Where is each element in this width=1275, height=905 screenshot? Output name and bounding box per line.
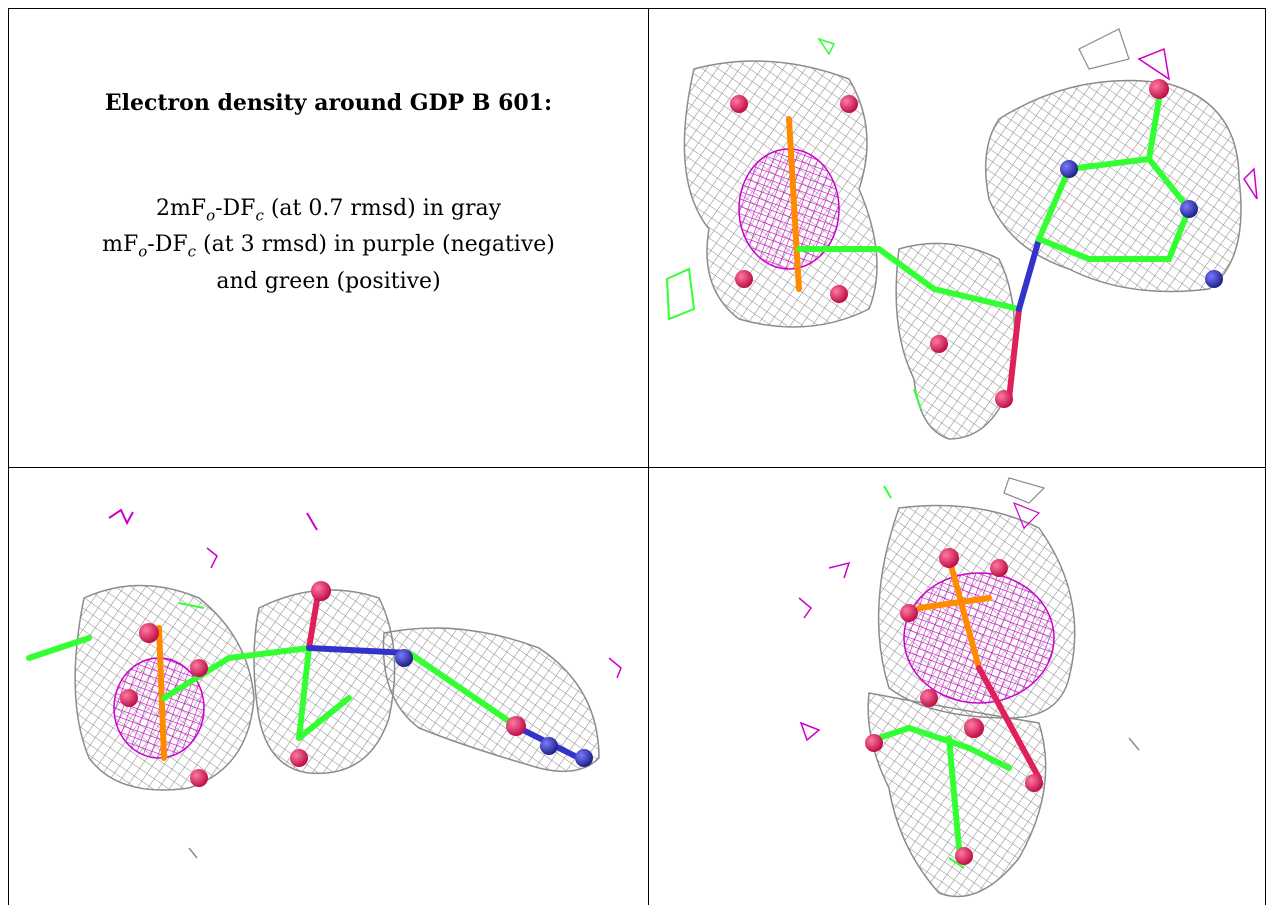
caption-title: Electron density around GDP B 601:: [104, 90, 553, 116]
positive-density-blob: [665, 267, 696, 321]
mesh-ribose-region: [895, 242, 1016, 440]
mesh-ribose-region: [253, 589, 396, 775]
table-middle-divider: [648, 8, 649, 905]
atoms: [730, 79, 1223, 408]
caption-line-fofc: mFo-DFc (at 3 rmsd) in purple (negative): [102, 232, 555, 261]
atoms: [865, 548, 1043, 865]
density-view-3: [649, 468, 1265, 905]
density-view-1: [649, 9, 1265, 467]
density-view-2: [9, 468, 648, 905]
caption-line-2fofc: 2mFo-DFc (at 0.7 rmsd) in gray: [155, 196, 502, 225]
table-left-border: [8, 8, 9, 905]
table-right-border: [1265, 8, 1266, 905]
caption-line-colors: and green (positive): [216, 268, 441, 294]
atoms: [120, 581, 593, 787]
caption-cell: Electron density around GDP B 601: 2mFo-…: [9, 90, 648, 297]
table-top-border: [8, 8, 1266, 9]
table-row-divider: [8, 467, 1266, 468]
mesh-base-region: [382, 627, 600, 773]
negative-density-blob: [903, 572, 1055, 704]
